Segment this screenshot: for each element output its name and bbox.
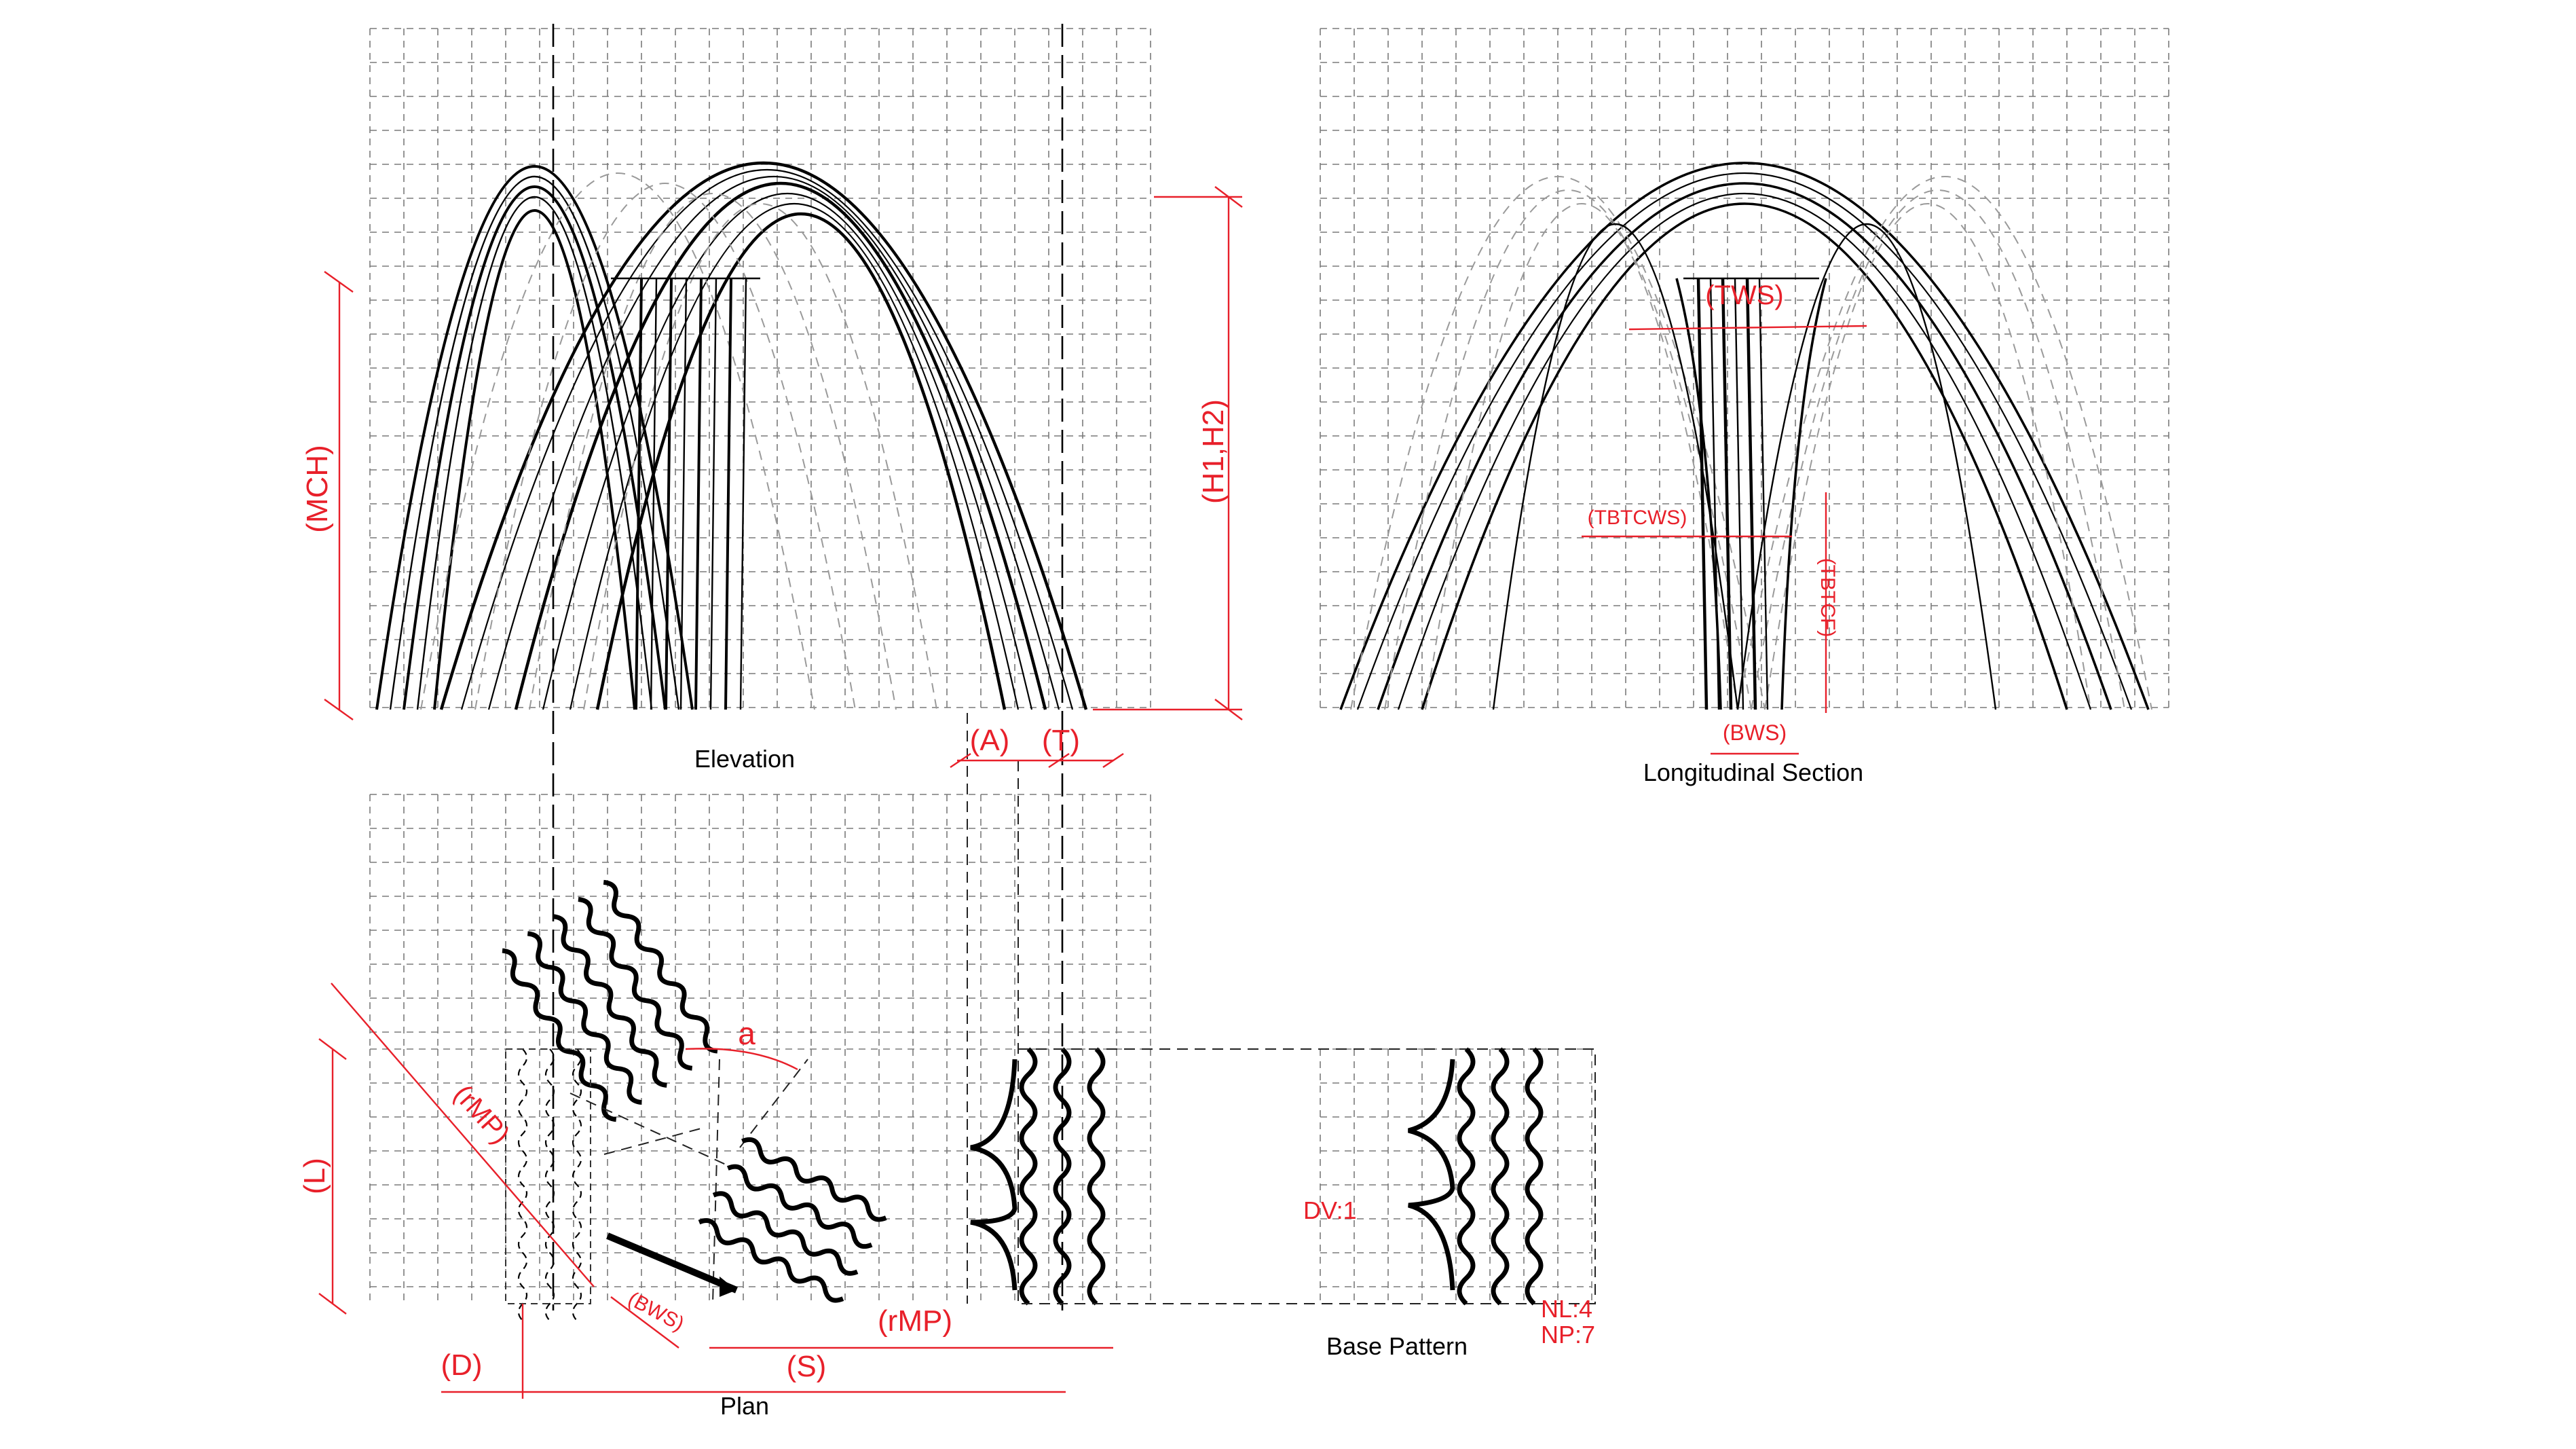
l-label: (L) xyxy=(298,1158,331,1194)
section-arches xyxy=(1339,162,2152,710)
mch-label: (MCH) xyxy=(301,445,334,533)
bws-plan-line xyxy=(610,1296,679,1349)
elevation-title: Elevation xyxy=(694,745,795,773)
tbtcws-label: (TBTCWS) xyxy=(1588,507,1687,529)
elevation-view: Elevation xyxy=(375,24,1088,1310)
plan-dash-2 xyxy=(603,1126,707,1155)
s-label: (S) xyxy=(787,1350,827,1383)
plan-dash-3 xyxy=(712,1059,720,1304)
base-pattern-grid xyxy=(1320,1048,1592,1304)
base-pattern-title: Base Pattern xyxy=(1326,1332,1468,1360)
elevation-grid xyxy=(369,28,1151,710)
plan-title: Plan xyxy=(720,1392,769,1420)
longitudinal-section-view: Longitudinal Section xyxy=(1339,162,2152,786)
tick xyxy=(1102,753,1124,768)
tick xyxy=(950,753,971,768)
plan-dashed-pattern xyxy=(505,1048,591,1321)
tws-label: (TWS) xyxy=(1705,280,1784,310)
plan-dash-1 xyxy=(570,1093,734,1169)
section-title: Longitudinal Section xyxy=(1643,758,1863,786)
np-parameter: NP:7 xyxy=(1541,1321,1595,1349)
base-pattern-link xyxy=(1018,1048,1596,1304)
t-label: (T) xyxy=(1042,724,1080,757)
angle-label: a xyxy=(738,1016,755,1051)
tick xyxy=(318,1038,347,1060)
tbtcf-label: (TBTCF) xyxy=(1816,558,1839,638)
plan-base-arrow xyxy=(606,1232,738,1294)
rotated-pattern-bottom xyxy=(698,1137,887,1303)
tick xyxy=(1214,186,1243,208)
plan-view: Plan xyxy=(502,879,1596,1420)
h1h2-label: (H1,H2) xyxy=(1197,399,1230,504)
dv-parameter: DV:1 xyxy=(1303,1196,1357,1224)
rotated-pattern-top xyxy=(502,879,718,1122)
base-pattern-waves xyxy=(1408,1047,1544,1306)
tick xyxy=(324,699,354,720)
tick xyxy=(1214,699,1243,720)
tick xyxy=(1048,753,1070,768)
a-label: (A) xyxy=(970,724,1010,757)
tick xyxy=(324,271,354,293)
tick xyxy=(318,1293,347,1315)
bws-plan-label: (BWS) xyxy=(624,1287,688,1336)
rmp-diagonal-line xyxy=(331,983,595,1287)
rmp-plan-label: (rMP) xyxy=(878,1304,952,1338)
plan-wave-columns xyxy=(970,1047,1106,1306)
bws-section-label: (BWS) xyxy=(1723,720,1787,745)
nl-parameter: NL:4 xyxy=(1541,1295,1592,1323)
section-grid xyxy=(1320,28,2169,710)
tws-dimension-line xyxy=(1628,325,1867,331)
elevation-arches xyxy=(375,162,1088,710)
d-label: (D) xyxy=(441,1349,482,1382)
angle-arc xyxy=(685,1048,798,1071)
plan-upper-grid xyxy=(369,794,1151,1049)
arrow-head-icon xyxy=(720,1277,736,1297)
base-pattern-view: Base Pattern DV:1 NL:4 NP:7 xyxy=(1303,1047,1595,1360)
plan-dash-4 xyxy=(739,1059,808,1148)
